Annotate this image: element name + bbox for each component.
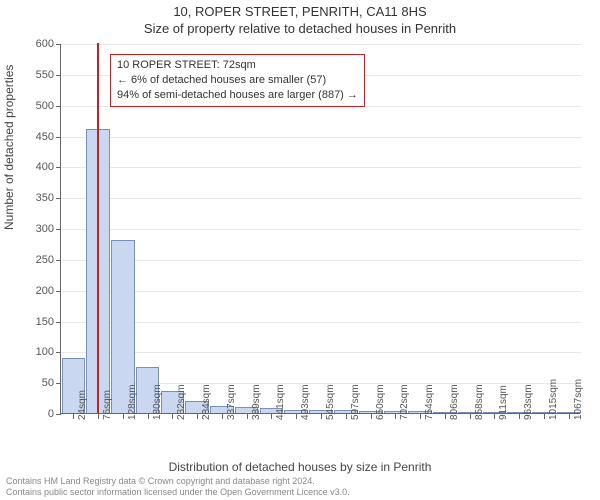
xtick-mark [544,414,545,419]
xtick-label: 858sqm [474,384,485,420]
page-title: 10, ROPER STREET, PENRITH, CA11 8HS [0,0,600,19]
ytick-label: 200 [14,285,54,297]
x-axis-title: Distribution of detached houses by size … [0,460,600,474]
xtick-label: 337sqm [226,384,237,420]
xtick-mark [148,414,149,419]
callout-box: 10 ROPER STREET: 72sqm ← 6% of detached … [110,54,365,107]
xtick-label: 284sqm [201,384,212,420]
xtick-mark [395,414,396,419]
callout-line-1: 10 ROPER STREET: 72sqm [117,58,358,73]
page-subtitle: Size of property relative to detached ho… [0,19,600,36]
xtick-mark [222,414,223,419]
footer-line-1: Contains HM Land Registry data © Crown c… [6,476,594,487]
gridline [61,198,581,199]
xtick-mark [73,414,74,419]
xtick-mark [371,414,372,419]
ytick-mark [56,322,61,323]
xtick-mark [172,414,173,419]
xtick-label: 806sqm [449,384,460,420]
xtick-mark [445,414,446,419]
xtick-mark [271,414,272,419]
ytick-label: 350 [14,192,54,204]
xtick-label: 232sqm [176,384,187,420]
ytick-label: 300 [14,223,54,235]
xtick-label: 754sqm [424,384,435,420]
ytick-label: 600 [14,38,54,50]
ytick-label: 100 [14,346,54,358]
ytick-mark [56,414,61,415]
xtick-mark [470,414,471,419]
gridline [61,229,581,230]
xtick-label: 180sqm [152,384,163,420]
xtick-mark [346,414,347,419]
ytick-label: 0 [14,408,54,420]
xtick-label: 128sqm [127,384,138,420]
xtick-mark [296,414,297,419]
xtick-label: 1067sqm [573,379,584,420]
xtick-label: 702sqm [399,384,410,420]
xtick-mark [420,414,421,419]
ytick-mark [56,167,61,168]
callout-line-3: 94% of semi-detached houses are larger (… [117,88,358,103]
xtick-label: 493sqm [300,384,311,420]
xtick-mark [98,414,99,419]
subject-marker-line [97,43,99,413]
footer-line-2: Contains public sector information licen… [6,487,594,498]
xtick-label: 650sqm [375,384,386,420]
xtick-label: 545sqm [325,384,336,420]
xtick-mark [123,414,124,419]
ytick-mark [56,198,61,199]
xtick-label: 597sqm [350,384,361,420]
gridline [61,291,581,292]
ytick-mark [56,44,61,45]
xtick-mark [519,414,520,419]
ytick-label: 550 [14,69,54,81]
ytick-mark [56,260,61,261]
xtick-label: 911sqm [498,385,509,420]
gridline [61,44,581,45]
callout-line-2: ← 6% of detached houses are smaller (57) [117,73,358,88]
ytick-label: 500 [14,100,54,112]
y-axis-title: Number of detached properties [2,65,16,230]
ytick-mark [56,75,61,76]
xtick-mark [321,414,322,419]
xtick-label: 76sqm [102,390,113,420]
xtick-mark [494,414,495,419]
xtick-label: 441sqm [275,384,286,420]
xtick-mark [247,414,248,419]
gridline [61,260,581,261]
ytick-mark [56,106,61,107]
ytick-mark [56,383,61,384]
gridline [61,322,581,323]
xtick-mark [569,414,570,419]
ytick-mark [56,229,61,230]
ytick-label: 250 [14,254,54,266]
gridline [61,137,581,138]
ytick-mark [56,352,61,353]
ytick-label: 150 [14,316,54,328]
xtick-label: 963sqm [523,384,534,420]
ytick-label: 400 [14,161,54,173]
gridline [61,167,581,168]
xtick-label: 1015sqm [548,379,559,420]
xtick-label: 24sqm [77,390,88,420]
xtick-mark [197,414,198,419]
gridline [61,352,581,353]
chart-area: 05010015020025030035040045050055060024sq… [60,44,580,414]
ytick-mark [56,137,61,138]
ytick-label: 50 [14,377,54,389]
ytick-label: 450 [14,131,54,143]
chart-container: 10, ROPER STREET, PENRITH, CA11 8HS Size… [0,0,600,500]
ytick-mark [56,291,61,292]
xtick-label: 389sqm [251,384,262,420]
footer: Contains HM Land Registry data © Crown c… [6,476,594,498]
